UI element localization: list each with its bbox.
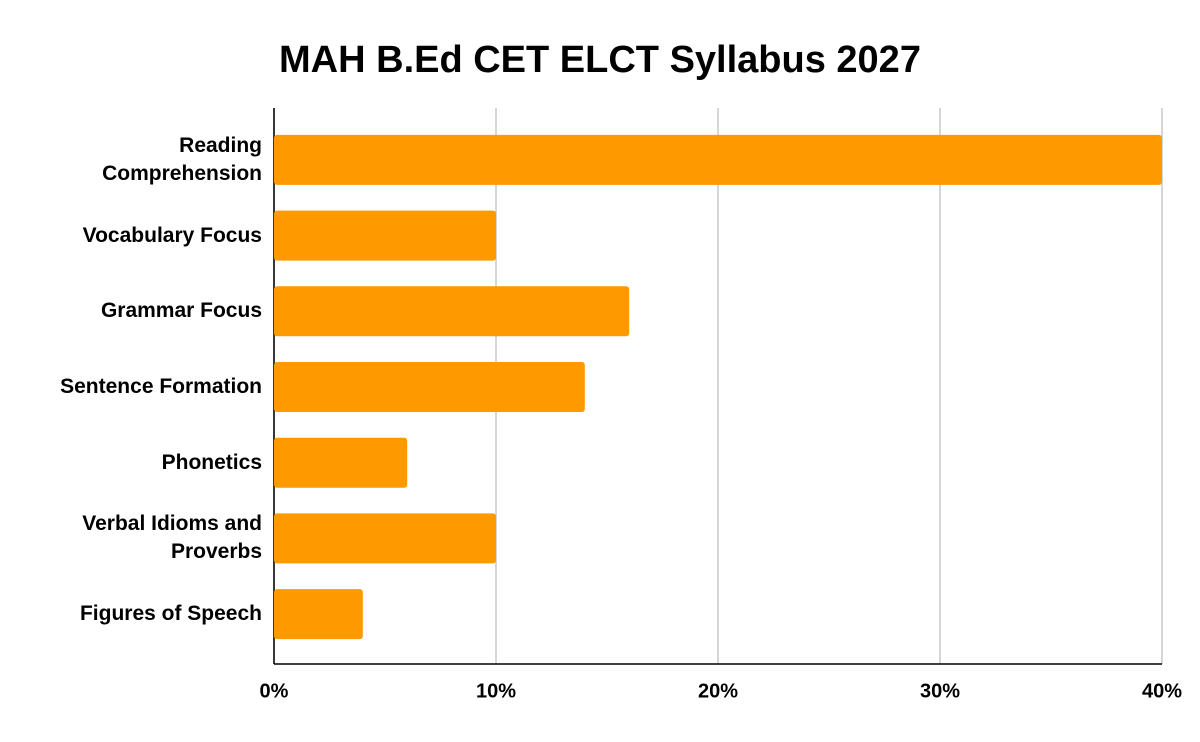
y-tick-label: Sentence Formation [60,375,262,398]
x-tick-label: 0% [260,680,289,702]
y-tick-label: Grammar Focus [100,299,262,323]
y-tick-label: Verbal Idioms and Proverbs [82,512,262,564]
y-tick-label: Reading Comprehension [102,133,262,185]
y-tick-label: Figures of Speech [79,602,262,626]
x-tick-label: 30% [920,680,960,702]
y-tick-label: Vocabulary Focus [82,223,262,247]
y-tick-label: Phonetics [161,450,262,474]
bar [274,134,1162,185]
bar [274,437,408,488]
bar [274,589,363,640]
bar [274,286,630,337]
x-tick-label: 20% [698,680,738,702]
chart-title: MAH B.Ed CET ELCT Syllabus 2027 [279,39,921,81]
x-tick-label: 40% [1142,680,1182,702]
bar [274,210,496,261]
x-tick-label: 10% [476,680,516,702]
bar [274,513,496,564]
bar [274,362,585,412]
